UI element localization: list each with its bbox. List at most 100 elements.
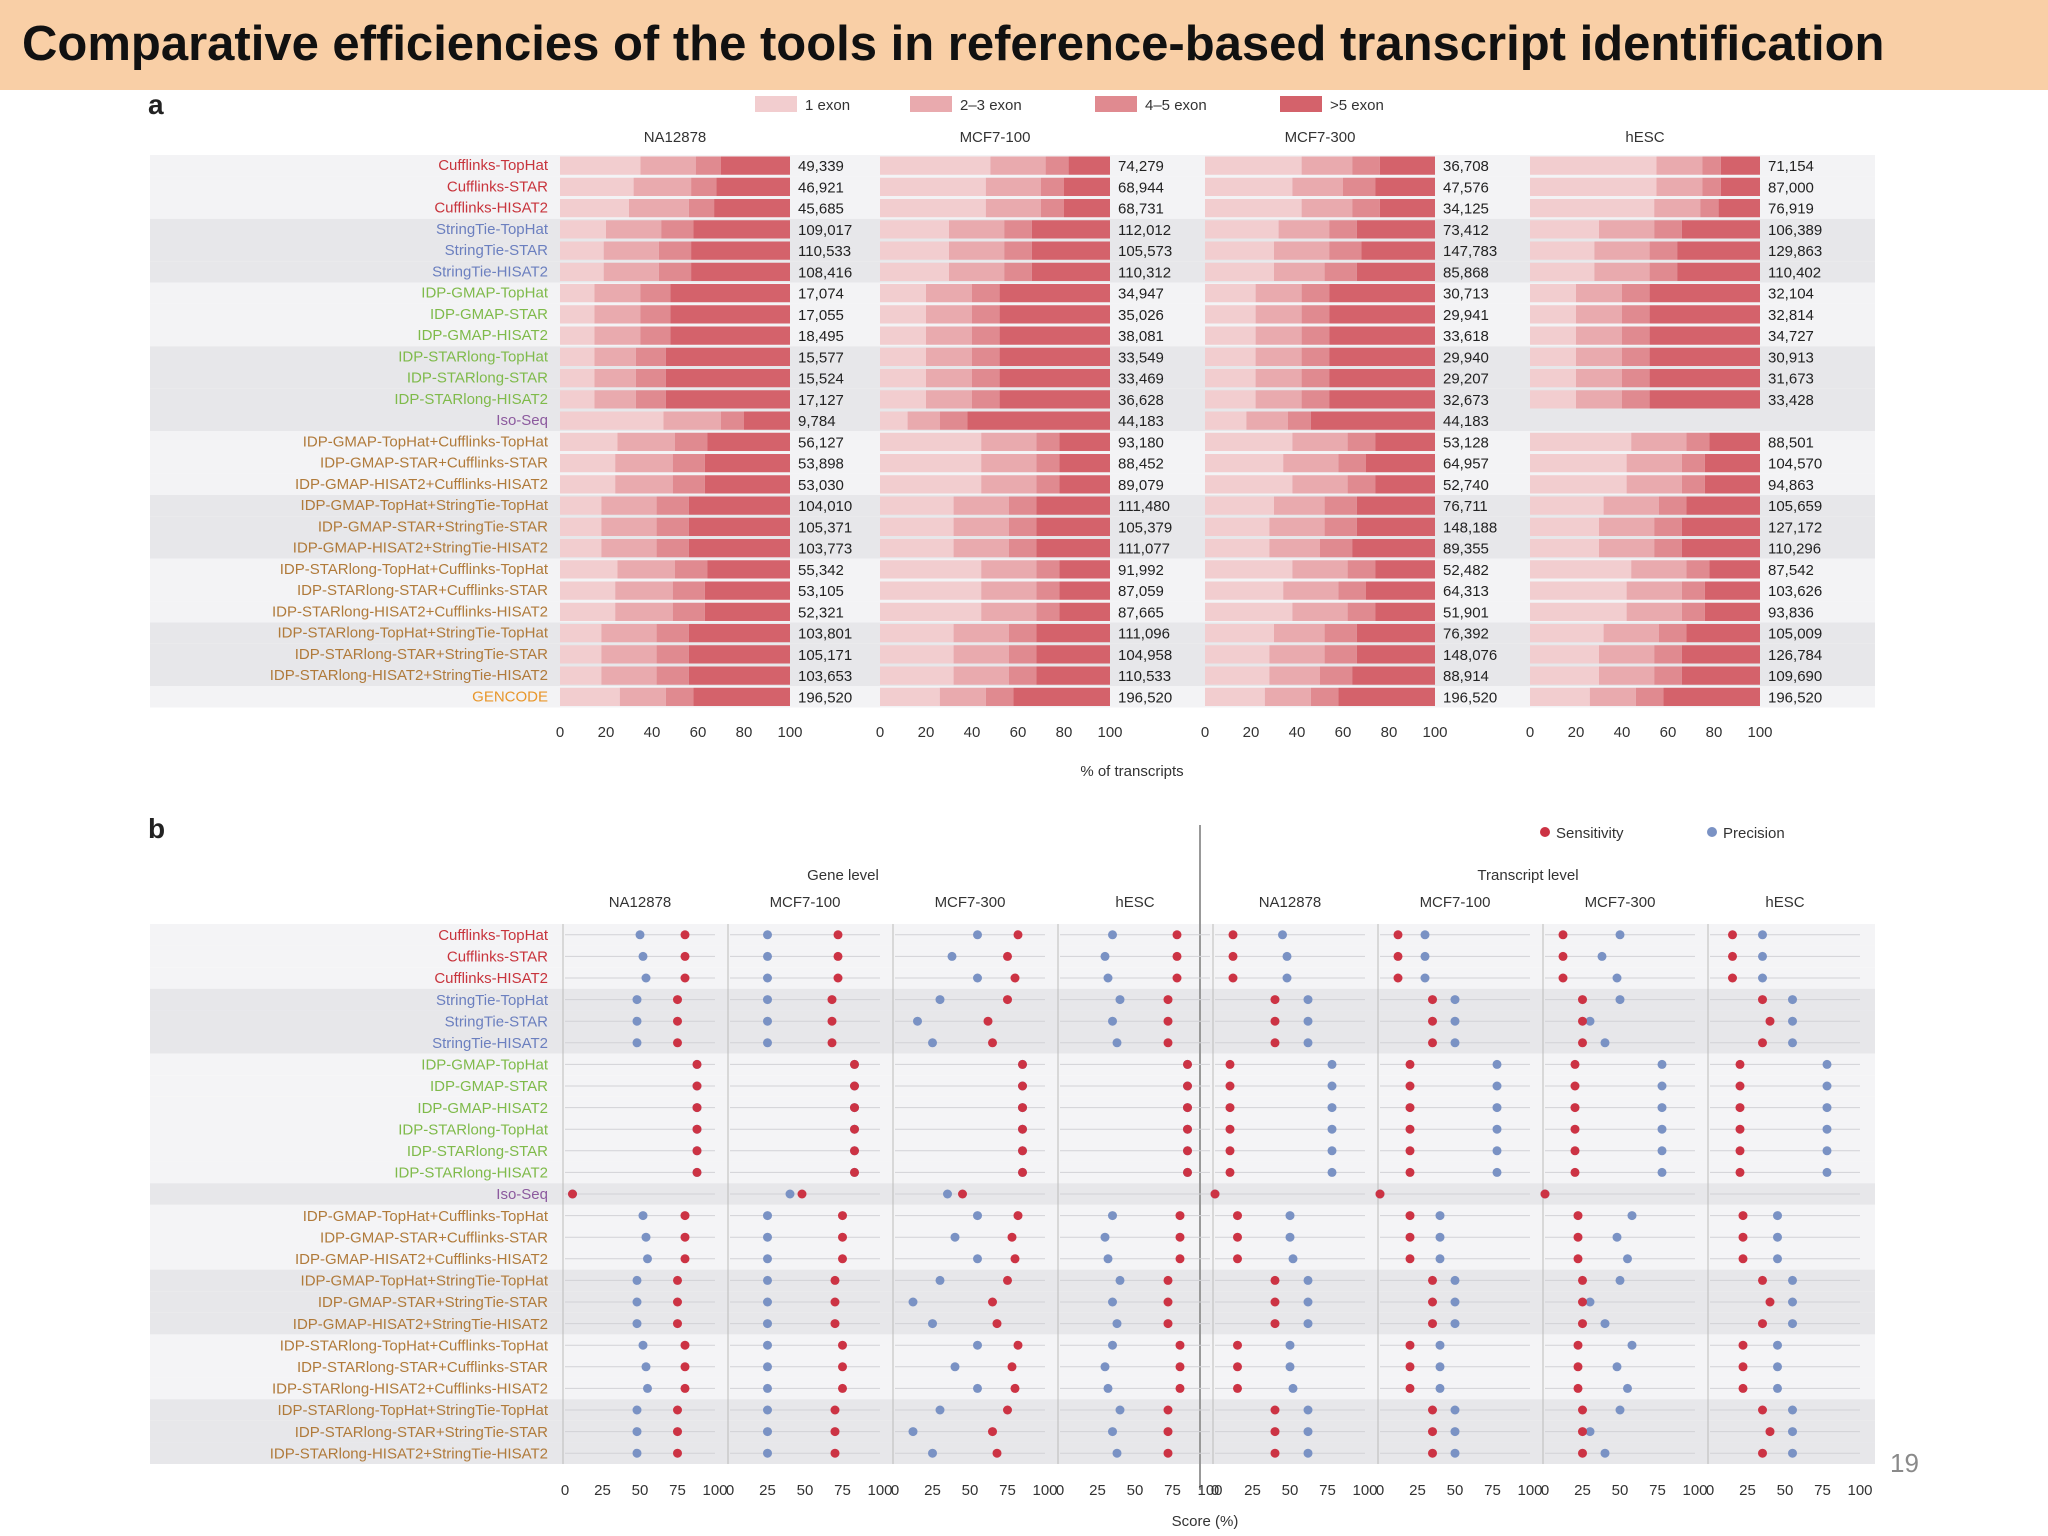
precision-dot: [1788, 1038, 1797, 1048]
sensitivity-dot: [1163, 1405, 1173, 1415]
facet-title: NA12878: [609, 894, 672, 911]
precision-dot: [1435, 1211, 1445, 1221]
transcript-count-label: 64,313: [1443, 583, 1489, 600]
sensitivity-dot: [838, 1254, 847, 1264]
precision-dot: [1282, 973, 1292, 983]
stacked-bar-segment: [972, 326, 1000, 345]
sensitivity-dot: [1578, 1427, 1587, 1437]
sensitivity-dot: [1735, 1146, 1745, 1156]
stacked-bar-segment: [1622, 390, 1650, 409]
precision-dot: [1450, 995, 1460, 1005]
stacked-bar-segment: [1347, 602, 1376, 621]
stacked-bar-segment: [1622, 284, 1650, 303]
legend-dot-sensitivity: [1540, 827, 1550, 837]
precision-dot: [1492, 1081, 1502, 1091]
stacked-bar-segment: [617, 432, 675, 451]
precision-dot: [935, 1275, 945, 1285]
stacked-bar-segment: [1356, 624, 1435, 643]
precision-dot: [1112, 1319, 1122, 1329]
precision-dot: [632, 1427, 642, 1437]
stacked-bar-segment: [1379, 199, 1435, 218]
sensitivity-dot: [1735, 1167, 1745, 1177]
stacked-bar-segment: [688, 645, 790, 664]
precision-dot: [1788, 1448, 1797, 1458]
sensitivity-dot: [673, 995, 682, 1005]
tool-row-label: IDP-STARlong-HISAT2: [394, 1165, 548, 1182]
x-tick-label: 100: [867, 1482, 892, 1499]
sensitivity-dot: [1570, 1081, 1580, 1091]
stacked-bar-segment: [560, 305, 595, 324]
transcript-count-label: 53,105: [798, 583, 844, 600]
sensitivity-dot: [692, 1146, 702, 1156]
stacked-bar-segment: [1347, 475, 1376, 494]
stacked-bar-segment: [967, 411, 1110, 430]
sensitivity-dot: [1405, 1146, 1415, 1156]
stacked-bar-segment: [880, 411, 908, 430]
stacked-bar-segment: [926, 284, 972, 303]
precision-dot: [1657, 1103, 1667, 1113]
stacked-bar-segment: [880, 347, 926, 366]
stacked-bar-segment: [1686, 432, 1710, 451]
sensitivity-dot: [838, 1340, 847, 1350]
sensitivity-dot: [1405, 1103, 1415, 1113]
stacked-bar-segment: [560, 517, 602, 536]
legend-label: 2–3 exon: [960, 97, 1022, 114]
stacked-bar-segment: [619, 687, 666, 706]
transcript-count-label: 110,296: [1768, 541, 1821, 558]
transcript-count-label: 38,081: [1118, 328, 1164, 345]
stacked-bar-segment: [972, 369, 1000, 388]
transcript-count-label: 110,533: [798, 243, 851, 260]
transcript-count-label: 196,520: [1118, 689, 1172, 706]
sensitivity-dot: [1233, 1340, 1242, 1350]
stacked-bar-segment: [1686, 496, 1760, 515]
stacked-bar-segment: [1205, 539, 1270, 558]
sensitivity-dot: [1428, 1427, 1437, 1437]
stacked-bar-segment: [1008, 517, 1037, 536]
sensitivity-dot: [673, 1016, 682, 1026]
x-tick-label: 50: [1612, 1482, 1629, 1499]
sensitivity-dot: [1428, 1275, 1437, 1285]
stacked-bar-segment: [693, 687, 790, 706]
sensitivity-dot: [673, 1297, 682, 1307]
sensitivity-dot: [827, 1038, 837, 1048]
transcript-count-label: 15,524: [798, 371, 844, 388]
sensitivity-dot: [1010, 1254, 1020, 1264]
transcript-count-label: 93,836: [1768, 604, 1814, 621]
stacked-bar-segment: [1681, 539, 1760, 558]
sensitivity-dot: [1738, 1340, 1748, 1350]
precision-dot: [763, 1038, 772, 1048]
precision-dot: [1657, 1146, 1667, 1156]
precision-dot: [1788, 995, 1797, 1005]
stacked-bar-segment: [1603, 496, 1659, 515]
stacked-bar-segment: [1576, 305, 1622, 324]
stacked-bar-segment: [1036, 517, 1110, 536]
stacked-bar-segment: [1292, 432, 1348, 451]
stacked-bar-segment: [981, 581, 1037, 600]
transcript-count-label: 33,549: [1118, 349, 1164, 366]
stacked-bar-segment: [1658, 624, 1687, 643]
x-tick-label: 0: [891, 1482, 899, 1499]
stacked-bar-segment: [1379, 156, 1435, 175]
stacked-bar-segment: [665, 347, 790, 366]
sensitivity-dot: [1010, 973, 1020, 983]
sensitivity-dot: [1428, 1405, 1437, 1415]
sensitivity-dot: [1393, 951, 1403, 961]
stacked-bar-segment: [985, 199, 1041, 218]
stacked-bar-segment: [953, 539, 1009, 558]
precision-dot: [1612, 1232, 1622, 1242]
stacked-bar-segment: [1603, 624, 1659, 643]
sensitivity-dot: [1172, 951, 1182, 961]
stacked-bar-segment: [1530, 454, 1627, 473]
sensitivity-dot: [1172, 930, 1182, 940]
stacked-bar-segment: [1205, 517, 1270, 536]
stacked-bar-segment: [1205, 347, 1256, 366]
x-tick-label: 25: [1574, 1482, 1591, 1499]
stacked-bar-segment: [1631, 432, 1687, 451]
x-tick-label: 20: [1568, 724, 1585, 741]
sensitivity-dot: [1573, 1254, 1583, 1264]
stacked-bar-segment: [1205, 560, 1293, 579]
tool-row-label: StringTie-TopHat: [436, 221, 549, 238]
stacked-bar-segment: [693, 220, 790, 239]
precision-dot: [1600, 1448, 1610, 1458]
stacked-bar-segment: [1530, 666, 1599, 685]
